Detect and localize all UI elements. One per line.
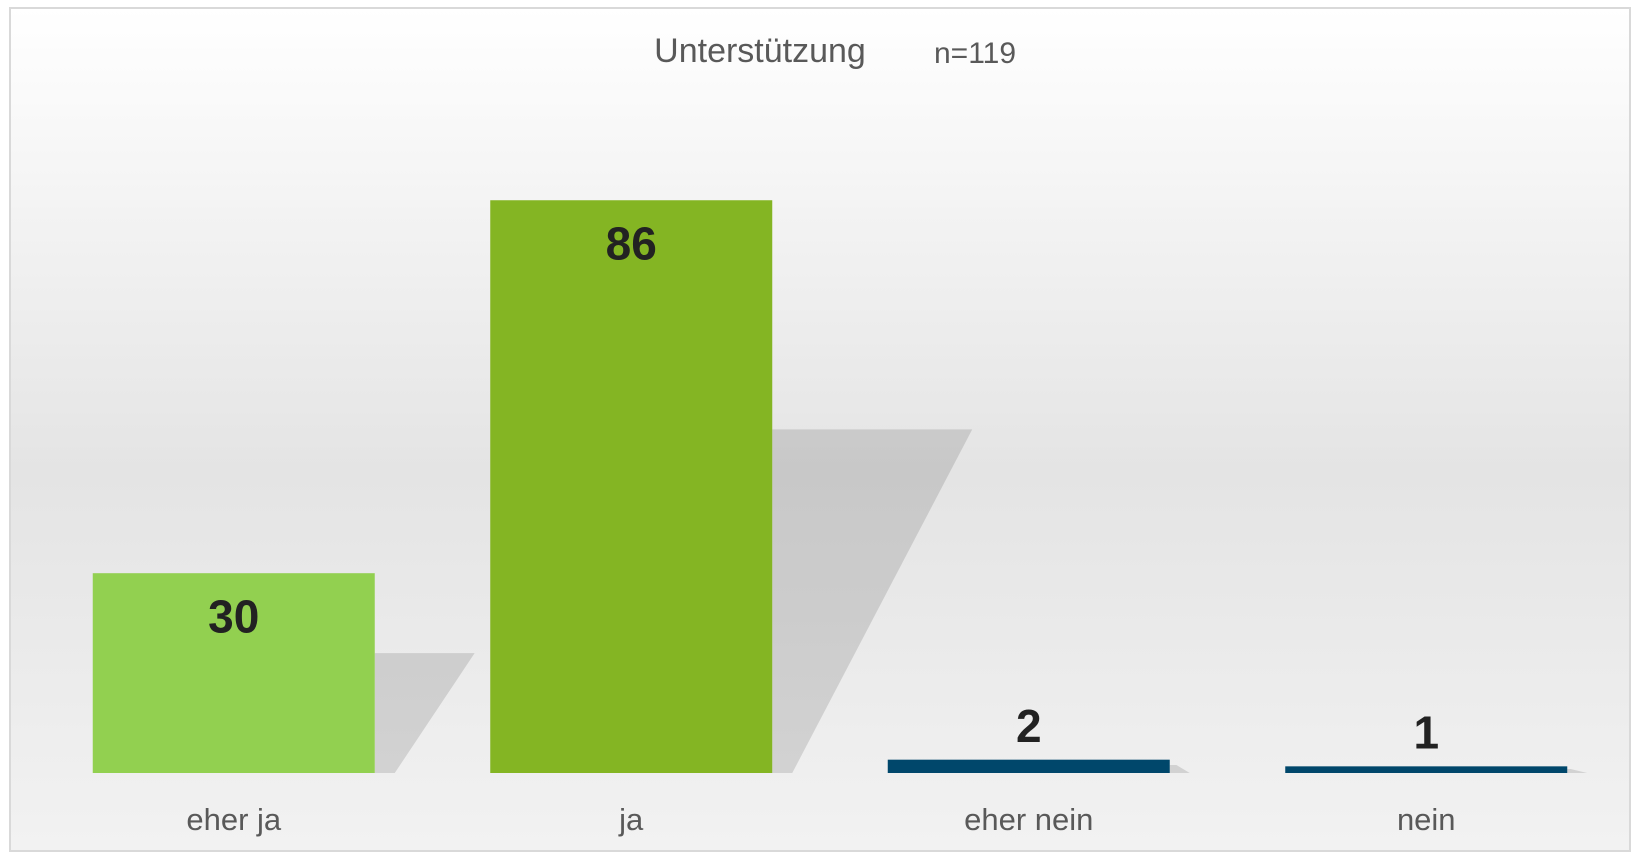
x-tick-label: ja <box>618 802 644 837</box>
x-tick-label: nein <box>1397 802 1456 837</box>
bar-shadow <box>1567 769 1588 773</box>
value-label: 1 <box>1413 706 1439 758</box>
value-label: 30 <box>208 590 259 642</box>
bar <box>92 573 375 773</box>
x-tick-label: eher ja <box>186 802 282 837</box>
bar <box>887 759 1170 773</box>
bar <box>1285 766 1568 773</box>
bar <box>490 200 773 774</box>
chart-title: Unterstützung <box>654 32 866 70</box>
bar-shadow <box>1169 765 1190 773</box>
chart-subtitle: n=119 <box>934 37 1016 70</box>
bar-shadow <box>772 429 973 773</box>
plot-area: 30 eher ja 86 ja 2 eher nein 1 nein <box>92 200 1588 837</box>
value-label: 2 <box>1016 700 1042 752</box>
x-tick-label: eher nein <box>964 802 1093 837</box>
bar-shadow <box>374 653 475 773</box>
value-label: 86 <box>606 217 657 269</box>
